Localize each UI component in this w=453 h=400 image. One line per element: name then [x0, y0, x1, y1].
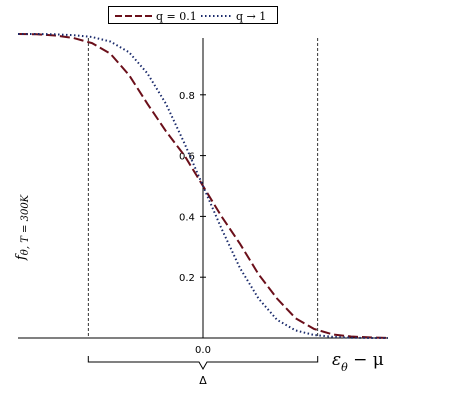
legend-item-q-to-1: q → 1: [201, 8, 266, 24]
y-axis-label-sub: θ, T = 300K: [20, 194, 31, 256]
x-axis-label-sub: θ: [341, 361, 348, 374]
series-line-q-to-1: [18, 33, 388, 339]
x-axis-label-rest: − μ: [353, 350, 384, 370]
y-axis-label-main: f: [14, 255, 29, 260]
legend-label-q-to-1: q → 1: [236, 9, 267, 23]
y-tick-label-0: 0.2: [179, 273, 195, 284]
y-ticks: 0.2 0.4 0.6 0.8: [179, 91, 206, 284]
y-tick-label-3: 0.8: [179, 91, 195, 102]
delta-label: Δ: [199, 374, 207, 387]
legend-swatch-dotted: [201, 15, 233, 17]
legend: q = 0.1 q → 1: [108, 6, 278, 24]
legend-item-q-0-1: q = 0.1: [115, 8, 197, 24]
legend-swatch-dashed: [115, 15, 153, 17]
x-axis-label-main: ε: [332, 350, 342, 370]
x-axis-label: εθ − μ: [332, 350, 384, 374]
y-tick-label-2: 0.6: [179, 152, 195, 163]
delta-brace: [87, 356, 319, 371]
y-tick-label-1: 0.4: [179, 212, 195, 223]
legend-label-q-0-1: q = 0.1: [156, 9, 197, 23]
x-tick-label-0: 0.0: [195, 345, 211, 356]
y-axis-label: fθ, T = 300K: [14, 150, 32, 260]
